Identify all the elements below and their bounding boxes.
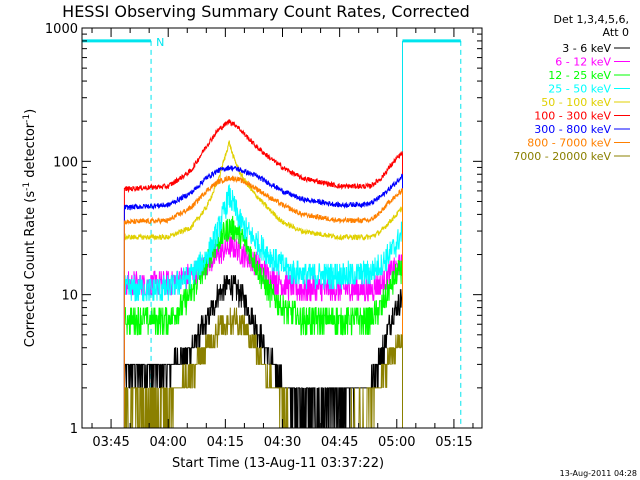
- legend-entry-label: 12 - 25 keV: [548, 69, 611, 82]
- legend-entry-label: 3 - 6 keV: [562, 42, 611, 55]
- series-line: [123, 119, 403, 428]
- legend-header-line1: Det 1,3,4,5,6,: [553, 13, 629, 26]
- series-line: [123, 165, 403, 428]
- series-line: [123, 275, 403, 428]
- series-lines: [123, 119, 403, 428]
- x-tick-label: 04:30: [264, 435, 301, 450]
- legend-entry-label: 50 - 100 keV: [541, 96, 611, 109]
- series-line: [124, 307, 403, 428]
- y-axis-label-sup2: -1: [22, 114, 32, 123]
- y-axis-label-end: ): [23, 109, 38, 114]
- y-axis-label: Corrected Count Rate (s-1 detector-1): [22, 109, 38, 347]
- y-tick-label: 1: [70, 422, 78, 437]
- x-tick-label: 04:00: [149, 435, 186, 450]
- series-line: [123, 215, 403, 428]
- series-line: [123, 175, 403, 428]
- y-tick-label: 10: [61, 289, 78, 304]
- legend-entry-label: 100 - 300 keV: [534, 110, 611, 123]
- x-tick-label: 04:45: [321, 435, 358, 450]
- legend-entry-label: 6 - 12 keV: [555, 56, 611, 69]
- series-line: [123, 184, 403, 428]
- chart-title: HESSI Observing Summary Count Rates, Cor…: [62, 2, 470, 21]
- legend-entry-label: 7000 - 20000 keV: [513, 150, 611, 163]
- x-tick-label: 04:15: [207, 435, 244, 450]
- x-tick-label: 03:45: [92, 435, 129, 450]
- legend-header-line2: Att 0: [603, 26, 629, 39]
- x-tick-label: 05:00: [378, 435, 415, 450]
- y-tick-label: 100: [53, 155, 78, 170]
- x-axis: 03:45 04:00 04:15 04:30 04:45 05:00 05:15: [91, 28, 474, 450]
- legend-entry-label: 300 - 800 keV: [534, 123, 611, 136]
- legend-entry-label: 25 - 50 keV: [548, 83, 611, 96]
- y-axis: 1 10 100 1000: [45, 22, 482, 437]
- night-label: N: [156, 36, 164, 49]
- series-line: [123, 140, 403, 428]
- x-tick-label: 05:15: [435, 435, 472, 450]
- y-axis-label-main: Corrected Count Rate (s: [23, 191, 38, 348]
- legend-entry-label: 800 - 7000 keV: [527, 137, 611, 150]
- x-axis-label: Start Time (13-Aug-11 03:37:22): [172, 456, 384, 471]
- timestamp: 13-Aug-2011 04:28: [560, 469, 637, 478]
- y-tick-label: 1000: [45, 22, 78, 37]
- y-axis-label-mid: detector: [23, 122, 38, 182]
- y-axis-label-sup1: -1: [22, 182, 32, 191]
